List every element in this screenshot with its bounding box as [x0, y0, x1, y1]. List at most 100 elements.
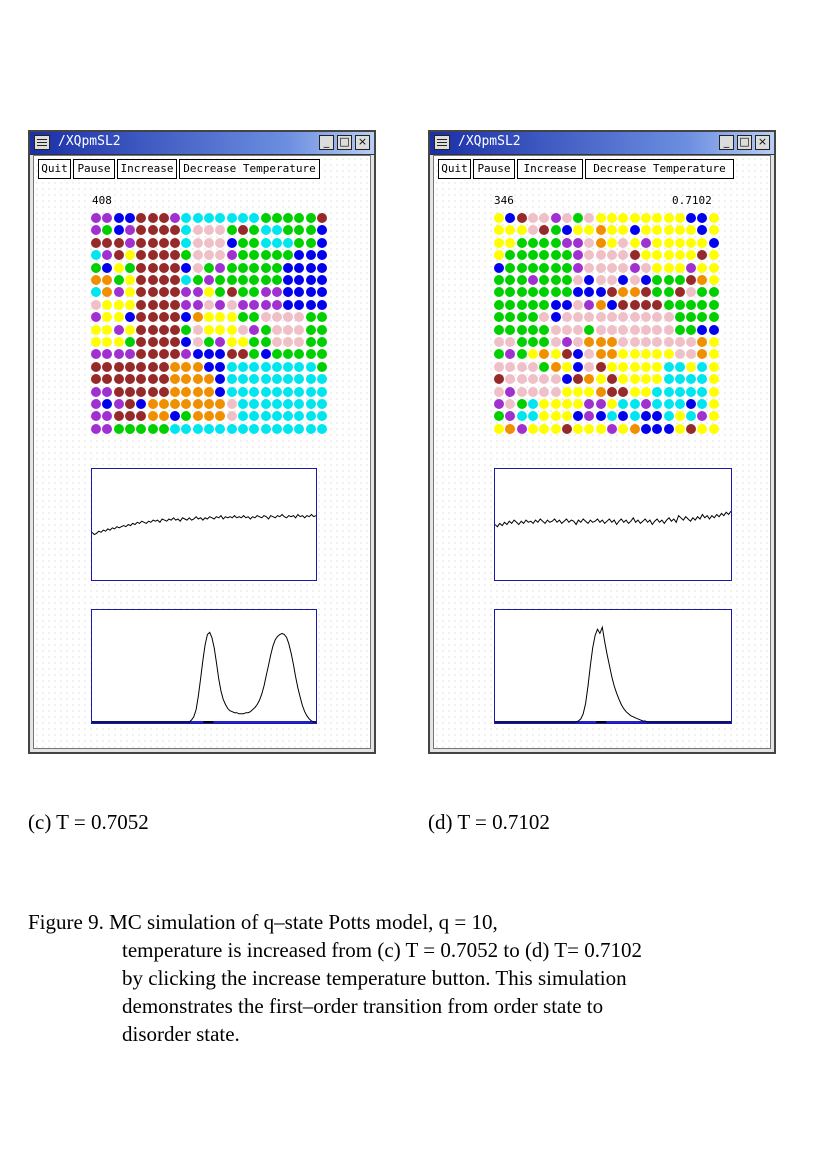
window-menu-icon[interactable] — [34, 135, 50, 150]
spin-site — [147, 349, 158, 360]
spin-site — [663, 411, 674, 422]
minimize-icon[interactable]: _ — [319, 135, 334, 150]
spin-site — [237, 386, 248, 397]
spin-site — [494, 324, 504, 335]
spin-site — [629, 275, 640, 285]
spin-site — [283, 312, 294, 323]
spin-site — [102, 411, 113, 422]
spin-site — [618, 237, 629, 248]
spin-site — [629, 237, 640, 248]
spin-site — [527, 299, 538, 310]
spin-site — [136, 423, 147, 434]
spin-site — [561, 299, 572, 310]
spin-site — [124, 237, 135, 248]
spin-site — [294, 386, 305, 397]
spin-site — [652, 213, 663, 223]
title-bar[interactable]: /XQpmSL2 _ □ × — [430, 132, 774, 155]
spin-site — [607, 349, 617, 360]
spin-site — [249, 337, 260, 347]
spin-site — [192, 275, 203, 285]
figure-caption-line: demonstrates the first–order transition … — [122, 994, 604, 1018]
pause-button[interactable]: Pause — [473, 159, 515, 179]
title-bar[interactable]: /XQpmSL2 _ □ × — [30, 132, 374, 155]
spin-site — [595, 287, 606, 298]
spin-site — [271, 411, 282, 422]
energy-chart — [495, 510, 731, 528]
spin-site — [317, 324, 327, 335]
spin-site — [708, 225, 719, 236]
spin-site — [136, 324, 147, 335]
spin-site — [618, 399, 629, 409]
spin-site — [294, 237, 305, 248]
spin-site — [271, 299, 282, 310]
decrease-temperature-button[interactable]: Decrease Temperature — [585, 159, 734, 179]
histogram-chart — [495, 625, 731, 723]
spin-site — [237, 423, 248, 434]
spin-site — [158, 287, 169, 298]
spin-site — [294, 399, 305, 409]
decrease-temperature-button[interactable]: Decrease Temperature — [179, 159, 320, 179]
spin-site — [158, 399, 169, 409]
quit-button[interactable]: Quit — [38, 159, 71, 179]
maximize-icon[interactable]: □ — [737, 135, 752, 150]
spin-site — [629, 337, 640, 347]
spin-site — [181, 349, 192, 360]
spin-site — [181, 237, 192, 248]
caption-c: (c) T = 0.7052 — [28, 810, 149, 834]
spin-site — [652, 337, 663, 347]
spin-site — [294, 299, 305, 310]
spin-site — [260, 349, 271, 360]
spin-site — [494, 399, 504, 409]
spin-site — [294, 213, 305, 223]
spin-site — [317, 213, 327, 223]
spin-site — [317, 287, 327, 298]
quit-button[interactable]: Quit — [438, 159, 471, 179]
spin-site — [124, 349, 135, 360]
spin-site — [91, 262, 101, 273]
spin-site — [113, 213, 124, 223]
spin-site — [697, 374, 708, 385]
spin-site — [147, 324, 158, 335]
spin-site — [249, 250, 260, 261]
spin-site — [708, 324, 719, 335]
spin-site — [652, 237, 663, 248]
spin-lattice — [91, 213, 327, 437]
spin-site — [697, 399, 708, 409]
spin-site — [181, 374, 192, 385]
spin-site — [136, 275, 147, 285]
spin-site — [629, 423, 640, 434]
spin-site — [527, 411, 538, 422]
maximize-icon[interactable]: □ — [337, 135, 352, 150]
spin-site — [674, 423, 685, 434]
spin-site — [652, 275, 663, 285]
increase-button[interactable]: Increase — [517, 159, 583, 179]
spin-site — [260, 299, 271, 310]
increase-button[interactable]: Increase — [117, 159, 177, 179]
spin-site — [91, 225, 101, 236]
spin-site — [271, 337, 282, 347]
spin-site — [539, 349, 550, 360]
minimize-icon[interactable]: _ — [719, 135, 734, 150]
window-menu-icon[interactable] — [434, 135, 450, 150]
spin-site — [237, 361, 248, 372]
spin-site — [283, 411, 294, 422]
close-icon[interactable]: × — [355, 135, 370, 150]
spin-site — [708, 337, 719, 347]
spin-site — [652, 361, 663, 372]
window-d: /XQpmSL2 _ □ × Quit Pause Increase Decre… — [428, 130, 776, 754]
spin-site — [147, 237, 158, 248]
pause-button[interactable]: Pause — [73, 159, 115, 179]
spin-site — [136, 411, 147, 422]
spin-site — [663, 250, 674, 261]
spin-site — [305, 324, 316, 335]
spin-site — [283, 275, 294, 285]
spin-site — [271, 374, 282, 385]
spin-site — [226, 374, 237, 385]
spin-site — [102, 361, 113, 372]
spin-site — [294, 411, 305, 422]
spin-site — [158, 324, 169, 335]
spin-site — [271, 237, 282, 248]
spin-site — [124, 324, 135, 335]
close-icon[interactable]: × — [755, 135, 770, 150]
spin-site — [170, 275, 181, 285]
